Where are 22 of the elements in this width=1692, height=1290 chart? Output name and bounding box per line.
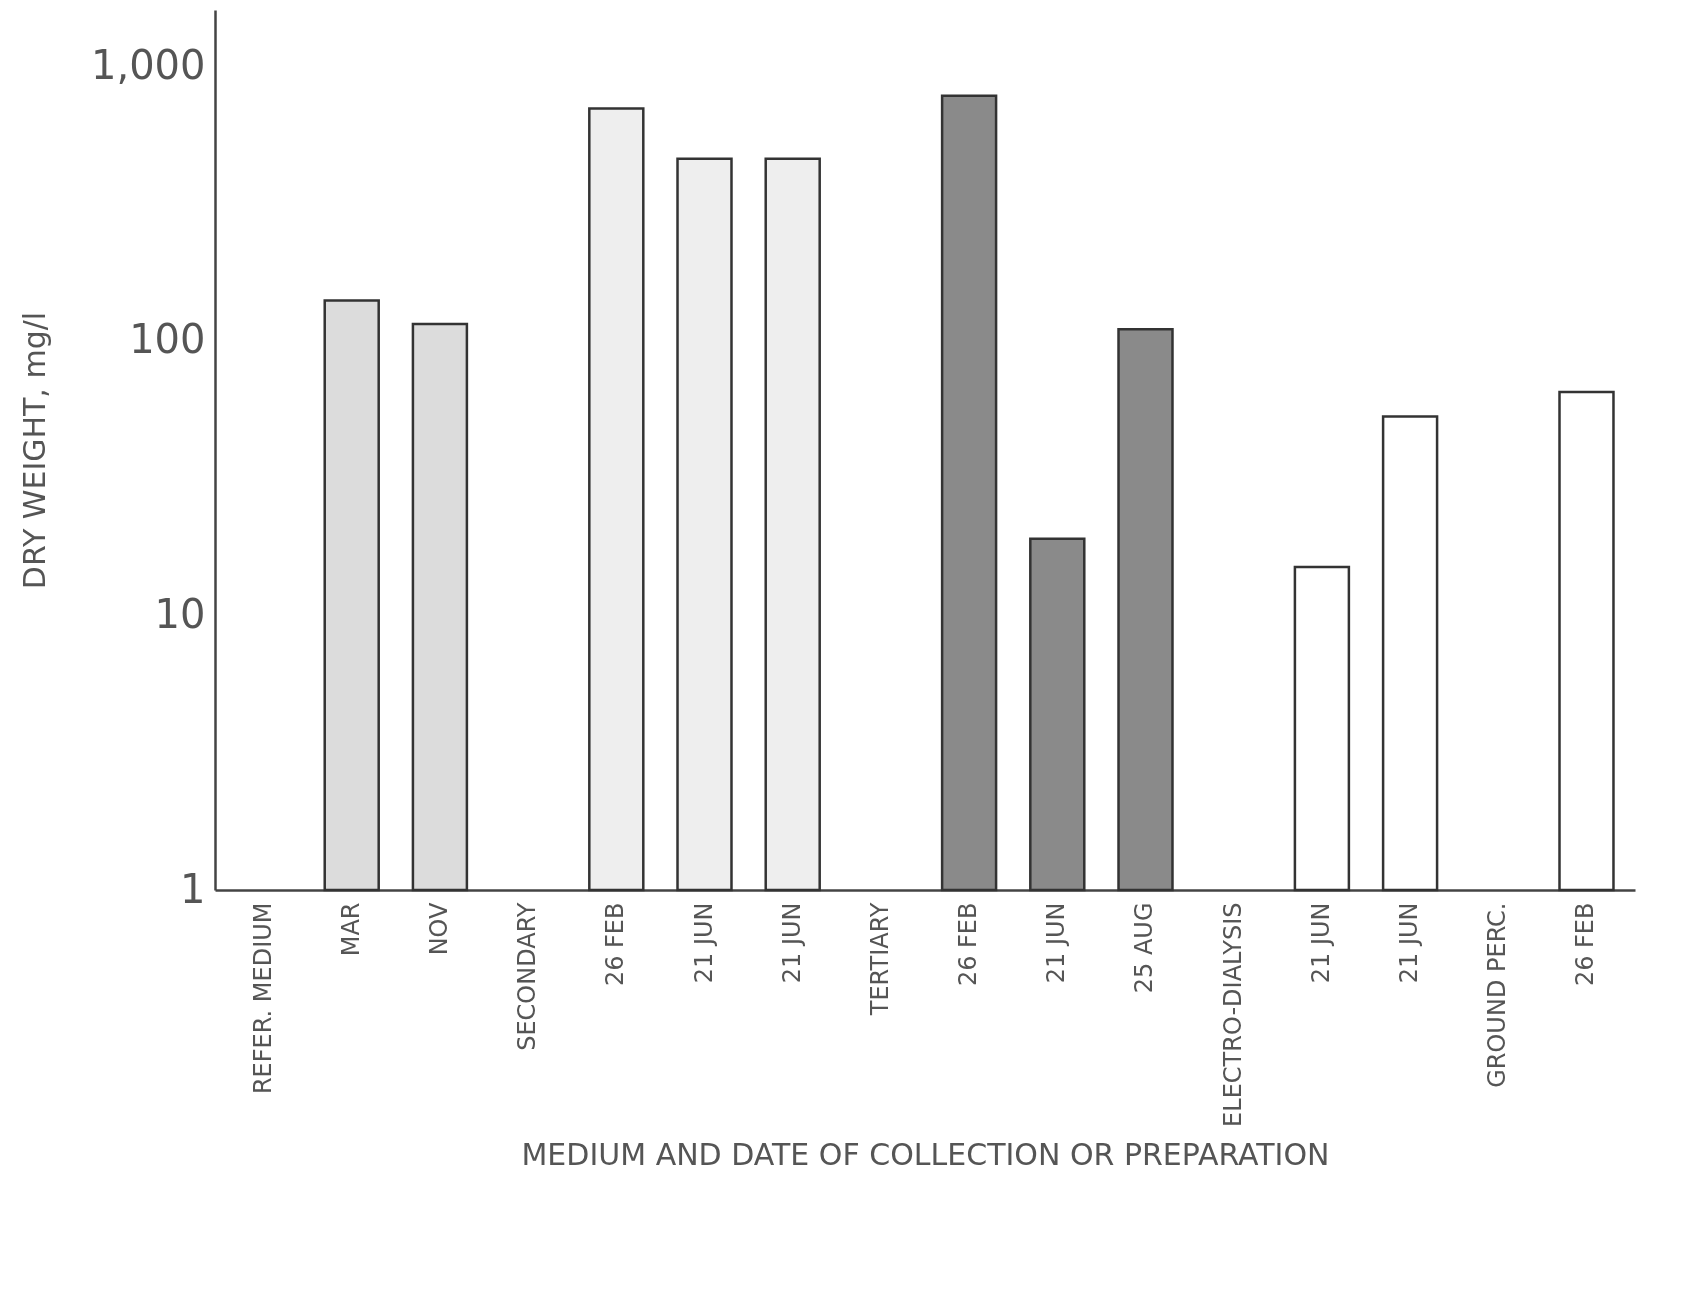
x-tick-label: GROUND PERC.	[1483, 902, 1512, 1088]
y-tick-label: 100	[129, 316, 206, 363]
x-tick-label: 21 JUN	[689, 902, 718, 984]
x-tick-label: 21 JUN	[1306, 902, 1335, 984]
x-tick-label: 26 FEB	[1571, 902, 1600, 987]
x-tick-label: 26 FEB	[954, 902, 983, 987]
y-tick-label: 10	[154, 590, 206, 637]
x-tick-label: TERTIARY	[865, 902, 894, 1017]
x-axis-title: MEDIUM AND DATE OF COLLECTION OR PREPARATION	[521, 1136, 1330, 1172]
x-tick-label: 26 FEB	[601, 902, 630, 987]
y-tick-label: 1	[180, 865, 206, 912]
x-tick-label: MAR	[336, 902, 365, 957]
x-tick-label: SECONDARY	[513, 902, 542, 1051]
x-tick-label: 21 JUN	[1395, 902, 1424, 984]
y-tick-label: 1,000	[90, 41, 206, 88]
x-tick-label: 21 JUN	[1042, 902, 1071, 984]
y-axis-title: DRY WEIGHT, mg/l	[16, 311, 52, 590]
x-tick-label: NOV	[424, 901, 453, 956]
x-tick-label: ELECTRO-DIALYSIS	[1218, 902, 1247, 1127]
x-tick-label: 25 AUG	[1130, 902, 1159, 994]
x-tick-label: 21 JUN	[777, 902, 806, 984]
x-tick-label: REFER. MEDIUM	[248, 902, 277, 1095]
